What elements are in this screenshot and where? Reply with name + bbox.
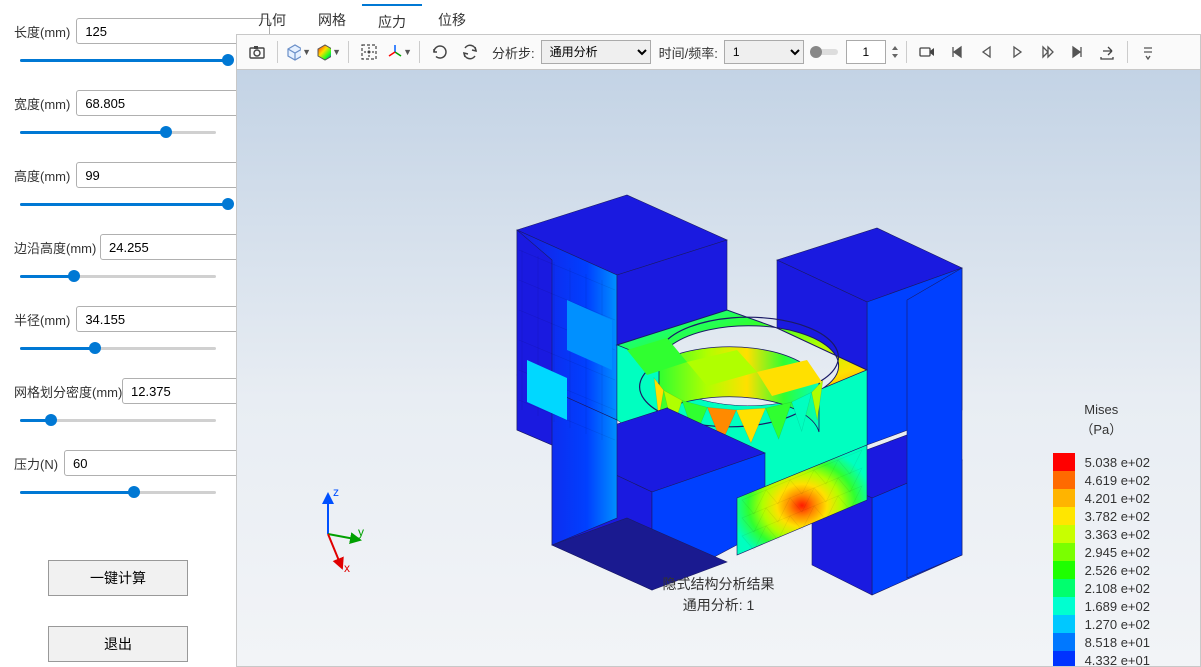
legend-value: 5.038 e+02 [1085,455,1150,470]
param-label: 边沿高度(mm) [14,238,94,257]
param-label: 长度(mm) [14,22,70,41]
frame-slider[interactable] [812,49,838,55]
legend-swatch [1053,453,1075,471]
axis-triad: z y x [302,486,372,576]
legend-value: 4.201 e+02 [1085,491,1150,506]
result-caption: 隐式结构分析结果 通用分析: 1 [663,574,775,616]
legend-swatch [1053,489,1075,507]
toolbar: ▼ ▼ ▼ 分析步: 通用分析 时间/频率: 1 [236,34,1201,70]
rotate-icon[interactable] [426,38,454,66]
param-slider-6[interactable] [14,484,222,500]
svg-text:y: y [358,525,364,539]
tab-3[interactable]: 位移 [422,4,482,34]
tab-bar: 几何网格应力位移 [236,4,1201,34]
param-slider-3[interactable] [14,268,222,284]
axis-orient-icon[interactable]: ▼ [385,38,413,66]
legend-swatch [1053,543,1075,561]
camera-icon[interactable] [243,38,271,66]
legend-swatch [1053,471,1075,489]
legend-swatch [1053,651,1075,667]
play-icon[interactable] [1003,38,1031,66]
param-input-6[interactable] [64,450,258,476]
legend-value: 1.270 e+02 [1085,617,1150,632]
skip-end-icon[interactable] [1063,38,1091,66]
legend-value: 2.108 e+02 [1085,581,1150,596]
legend-swatch [1053,561,1075,579]
legend-value: 3.782 e+02 [1085,509,1150,524]
legend-swatch [1053,597,1075,615]
legend-value: 2.945 e+02 [1085,545,1150,560]
skip-start-icon[interactable] [943,38,971,66]
step-fwd-icon[interactable] [1033,38,1061,66]
legend-swatch [1053,579,1075,597]
legend-swatch [1053,615,1075,633]
spinner-down-icon[interactable] [890,52,900,60]
step-select[interactable]: 通用分析 [541,40,651,64]
legend-value: 8.518 e+01 [1085,635,1150,650]
spinner-up-icon[interactable] [890,44,900,52]
legend-swatch [1053,507,1075,525]
legend-value: 1.689 e+02 [1085,599,1150,614]
param-slider-4[interactable] [14,340,222,356]
param-label: 半径(mm) [14,310,70,329]
fit-view-icon[interactable] [355,38,383,66]
tab-1[interactable]: 网格 [302,4,362,34]
param-label: 高度(mm) [14,166,70,185]
time-label: 时间/频率: [659,43,718,62]
param-label: 宽度(mm) [14,94,70,113]
tab-0[interactable]: 几何 [242,4,302,34]
legend-swatch [1053,525,1075,543]
tab-2[interactable]: 应力 [362,4,422,34]
export-icon[interactable] [1093,38,1121,66]
legend-value: 4.332 e+01 [1085,653,1150,667]
display-mode-icon[interactable]: ▼ [284,38,312,66]
color-legend: Mises （Pa） 5.038 e+024.619 e+024.201 e+0… [1053,400,1150,667]
legend-value: 2.526 e+02 [1085,563,1150,578]
refresh-icon[interactable] [456,38,484,66]
frame-number-input[interactable] [846,40,886,64]
svg-text:z: z [333,486,339,499]
svg-text:x: x [344,561,350,575]
record-icon[interactable] [913,38,941,66]
param-slider-5[interactable] [14,412,222,428]
sidebar: 长度(mm) 宽度(mm) 高度(mm) 边沿高度(mm) 半径(mm) 网格划分密度(m… [0,0,236,667]
param-label: 压力(N) [14,454,58,473]
contour-mode-icon[interactable]: ▼ [314,38,342,66]
legend-swatch [1053,633,1075,651]
time-select[interactable]: 1 [724,40,804,64]
fea-model [267,100,967,620]
param-slider-2[interactable] [14,196,222,212]
more-icon[interactable] [1134,38,1162,66]
param-slider-1[interactable] [14,124,222,140]
exit-button[interactable]: 退出 [48,626,188,662]
calculate-button[interactable]: 一键计算 [48,560,188,596]
legend-value: 3.363 e+02 [1085,527,1150,542]
step-label: 分析步: [492,43,535,62]
step-back-icon[interactable] [973,38,1001,66]
param-slider-0[interactable] [14,52,222,68]
legend-value: 4.619 e+02 [1085,473,1150,488]
param-label: 网格划分密度(mm) [14,382,116,401]
viewport-3d[interactable]: z y x 隐式结构分析结果 通用分析: 1 Mises （Pa） 5.038 … [236,70,1201,667]
